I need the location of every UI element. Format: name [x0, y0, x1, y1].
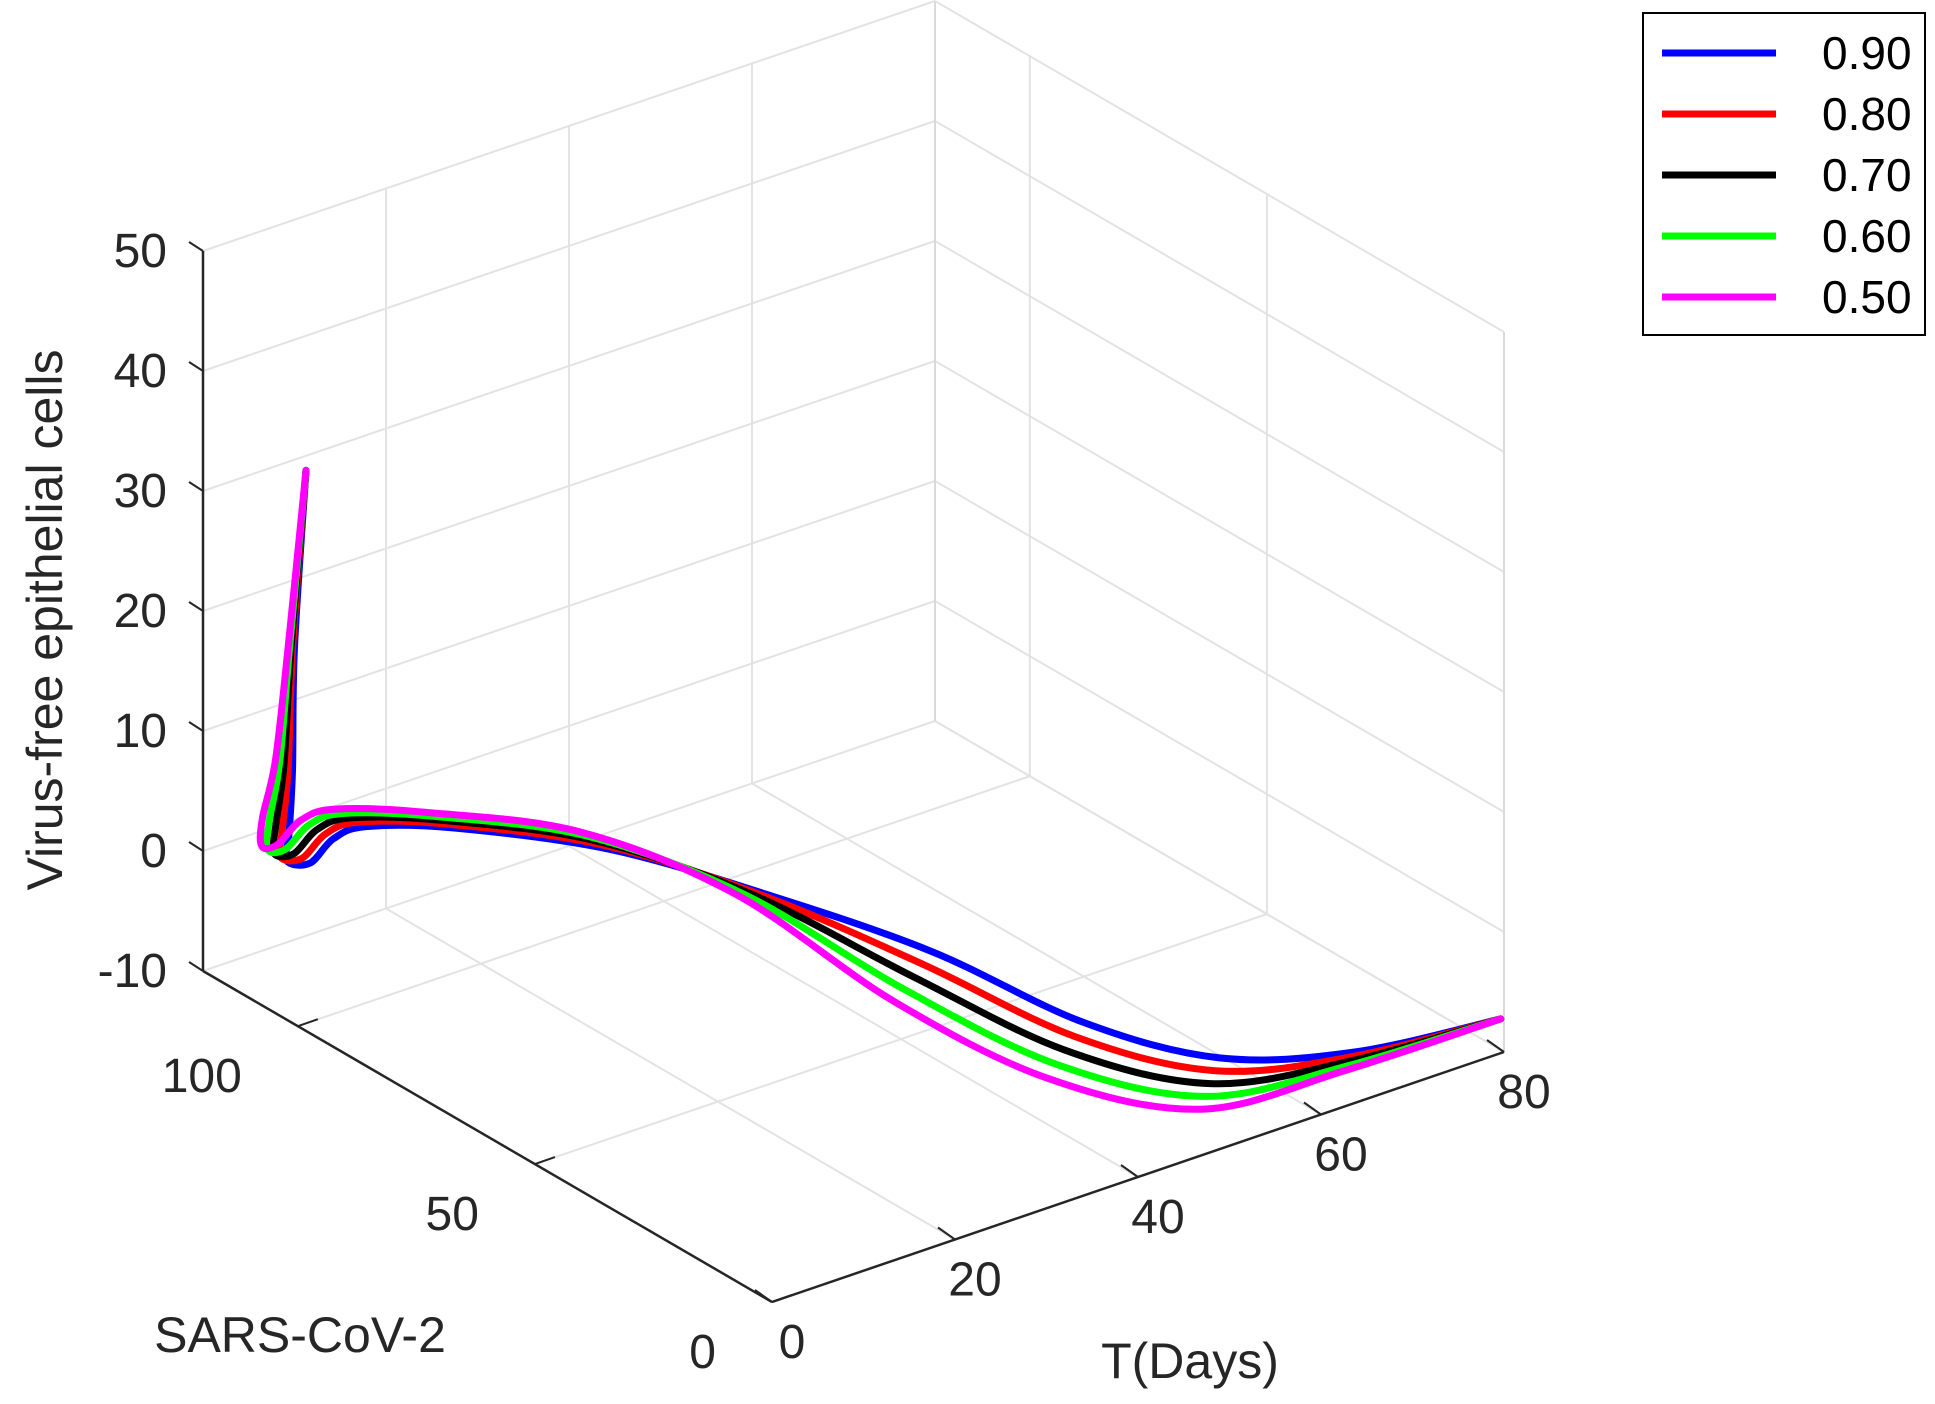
grid-line [202, 360, 936, 612]
axes: 0 20 40 60 80 0 50 100 -10 0 10 20 30 40 50 [98, 225, 1551, 1379]
grid-line [934, 600, 1505, 933]
grid-line [934, 240, 1505, 573]
grid-line [934, 480, 1505, 813]
x-tick-mark [1486, 1039, 1505, 1053]
z-tick-label: 30 [114, 465, 167, 518]
y-axis-label: SARS-CoV-2 [154, 1307, 446, 1363]
z-tick-mark [188, 361, 204, 372]
series-line-0-60 [263, 466, 1505, 1100]
y-tick-mark [534, 1156, 556, 1166]
z-axis-label: Virus-free epithelial cells [17, 350, 73, 891]
legend-label: 0.70 [1822, 149, 1912, 201]
grid-line [202, 240, 936, 492]
x-tick-label: 0 [779, 1316, 806, 1369]
x-tick-mark [1303, 1101, 1322, 1116]
x-tick-mark [754, 1289, 773, 1303]
legend-label: 0.60 [1822, 210, 1912, 262]
legend-label: 0.80 [1822, 88, 1912, 140]
series [256, 466, 1505, 1113]
grid-line [934, 0, 1505, 333]
series-line-0-70 [269, 466, 1505, 1088]
grid-line [202, 480, 936, 732]
grid-line [297, 775, 1031, 1028]
y-tick-mark [771, 1294, 793, 1303]
z-tick-label: 0 [140, 825, 167, 878]
series-line-0-50 [256, 466, 1505, 1113]
grid-line [934, 720, 1505, 1053]
x-tick-mark [937, 1226, 956, 1241]
x-tick-label: 80 [1497, 1066, 1550, 1119]
z-tick-mark [188, 481, 204, 492]
y-axis-line [202, 969, 773, 1304]
z-tick-label: 50 [114, 225, 167, 278]
z-tick-mark [188, 601, 204, 612]
z-tick-label: 40 [114, 345, 167, 398]
y-tick-label: 100 [162, 1050, 242, 1103]
x-tick-label: 20 [948, 1254, 1001, 1307]
grid-line [934, 120, 1505, 453]
legend-label: 0.90 [1822, 27, 1912, 79]
grid-line [202, 0, 936, 252]
y-tick-mark [297, 1018, 319, 1028]
z-tick-label: 10 [114, 705, 167, 758]
z-tick-mark [188, 721, 204, 732]
legend-label: 0.50 [1822, 271, 1912, 323]
z-tick-mark [188, 241, 204, 252]
grid-line [934, 360, 1505, 693]
z-tick-mark [188, 841, 204, 852]
x-tick-label: 40 [1131, 1191, 1184, 1244]
grid-line [534, 913, 1268, 1166]
x-axis-label: T(Days) [1101, 1333, 1279, 1389]
x-tick-label: 60 [1314, 1129, 1367, 1182]
grid-line [202, 720, 936, 972]
z-tick-label: 20 [114, 585, 167, 638]
legend: 0.90 0.80 0.70 0.60 0.50 [1642, 12, 1926, 336]
y-tick-label: 50 [426, 1188, 479, 1241]
grid-line [202, 120, 936, 372]
z-tick-label: -10 [98, 945, 167, 998]
series-line-0-90 [281, 466, 1505, 1064]
z-tick-mark [188, 961, 204, 972]
y-tick-label: 0 [689, 1326, 716, 1379]
x-tick-mark [1120, 1164, 1139, 1178]
